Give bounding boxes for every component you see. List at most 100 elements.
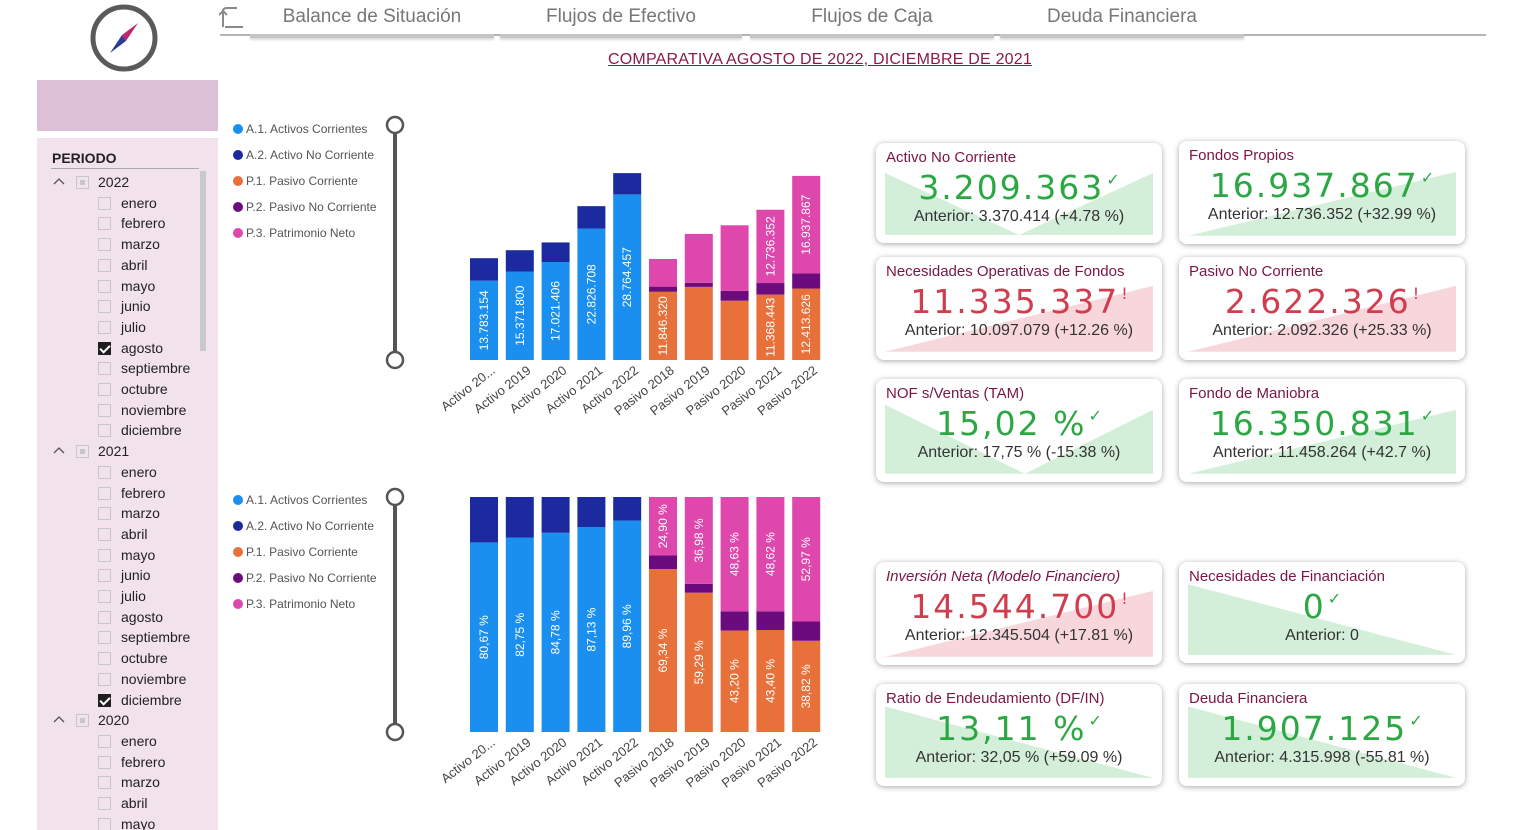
- kpi-card[interactable]: Necesidades de Financiación 0 ✓ Anterior: 0: [1179, 562, 1465, 663]
- slicer-month-item[interactable]: noviembre: [37, 402, 197, 420]
- kpi-card[interactable]: NOF s/Ventas (TAM) 15,02 % ✓ Anterior: 17,7…: [876, 379, 1162, 482]
- bar-segment[interactable]: [505, 271, 534, 360]
- bar-segment[interactable]: [470, 542, 498, 732]
- month-checkbox[interactable]: [98, 672, 111, 686]
- bar-segment[interactable]: [720, 611, 749, 631]
- slicer-month-item[interactable]: enero: [37, 464, 197, 482]
- bar-segment[interactable]: [613, 194, 642, 360]
- chevron-up-icon[interactable]: [52, 712, 66, 726]
- slicer-month-item[interactable]: abril: [37, 795, 197, 813]
- bar-segment[interactable]: [684, 233, 713, 283]
- bar-segment[interactable]: [470, 497, 498, 543]
- bar-segment[interactable]: [684, 592, 713, 732]
- slicer-year-2021[interactable]: 2021: [37, 443, 218, 461]
- bar-segment[interactable]: [792, 497, 821, 622]
- bar-segment[interactable]: [541, 242, 570, 263]
- month-checkbox[interactable]: [98, 320, 111, 334]
- slicer-month-item[interactable]: enero: [37, 733, 197, 751]
- slicer-year-2020[interactable]: 2020: [37, 712, 218, 730]
- month-checkbox[interactable]: [98, 527, 111, 541]
- kpi-card[interactable]: Pasivo No Corriente 2.622.326! Anterior: 2…: [1179, 257, 1465, 360]
- slicer-month-item[interactable]: mayo: [37, 816, 197, 830]
- bar-segment[interactable]: [649, 555, 677, 570]
- month-checkbox[interactable]: [98, 300, 111, 314]
- slicer-month-item[interactable]: febrero: [37, 485, 197, 503]
- bar-segment[interactable]: [505, 537, 534, 732]
- bar-segment[interactable]: [470, 258, 498, 281]
- bar-segment[interactable]: [649, 291, 677, 360]
- month-checkbox[interactable]: [98, 507, 111, 521]
- month-checkbox[interactable]: [98, 238, 111, 252]
- compass-icon[interactable]: [89, 3, 159, 73]
- bar-segment[interactable]: [792, 621, 821, 641]
- bar-segment[interactable]: [756, 209, 785, 284]
- month-checkbox[interactable]: [98, 217, 111, 231]
- month-checkbox[interactable]: [98, 258, 111, 272]
- bar-segment[interactable]: [649, 497, 677, 556]
- bar-segment[interactable]: [720, 300, 749, 360]
- filter-box[interactable]: [37, 80, 218, 131]
- slicer-month-item[interactable]: julio: [37, 319, 197, 337]
- year-checkbox[interactable]: [76, 176, 89, 189]
- chevron-up-icon[interactable]: [52, 174, 66, 188]
- bar-segment[interactable]: [577, 228, 606, 360]
- bar-segment[interactable]: [720, 225, 749, 291]
- slicer-month-item[interactable]: febrero: [37, 215, 197, 233]
- bar-segment[interactable]: [577, 206, 606, 229]
- tab-flujos-efectivo[interactable]: Flujos de Efectivo: [500, 6, 742, 38]
- month-checkbox[interactable]: [98, 341, 111, 355]
- month-checkbox[interactable]: [98, 362, 111, 376]
- year-checkbox[interactable]: [76, 714, 89, 728]
- slicer-month-item[interactable]: mayo: [37, 547, 197, 565]
- slicer-month-item[interactable]: enero: [37, 195, 197, 213]
- month-checkbox[interactable]: [98, 424, 111, 438]
- bar-segment[interactable]: [756, 294, 785, 360]
- month-checkbox[interactable]: [98, 465, 111, 479]
- bar-segment[interactable]: [505, 497, 534, 538]
- bar-segment[interactable]: [756, 630, 785, 732]
- month-checkbox[interactable]: [98, 403, 111, 417]
- month-checkbox[interactable]: [98, 569, 111, 583]
- bar-segment[interactable]: [649, 258, 677, 287]
- kpi-card[interactable]: Ratio de Endeudamiento (DF/IN) 13,11 % ✓ An…: [876, 684, 1162, 786]
- bar-segment[interactable]: [470, 280, 498, 360]
- month-checkbox[interactable]: [98, 590, 111, 603]
- slicer-month-item[interactable]: diciembre: [37, 422, 197, 440]
- month-checkbox[interactable]: [98, 817, 111, 830]
- bar-segment[interactable]: [720, 290, 749, 301]
- month-checkbox[interactable]: [98, 631, 111, 645]
- bar-segment[interactable]: [505, 250, 534, 272]
- year-checkbox[interactable]: [76, 445, 89, 459]
- slicer-month-item[interactable]: junio: [37, 567, 197, 585]
- bar-segment[interactable]: [792, 288, 821, 360]
- bar-segment[interactable]: [792, 175, 821, 274]
- slicer-month-item[interactable]: agosto: [37, 340, 197, 358]
- slicer-month-item[interactable]: febrero: [37, 754, 197, 772]
- slicer-month-item[interactable]: noviembre: [37, 671, 197, 689]
- month-checkbox[interactable]: [98, 279, 111, 293]
- month-checkbox[interactable]: [98, 383, 111, 396]
- bar-segment[interactable]: [684, 497, 713, 584]
- month-checkbox[interactable]: [98, 797, 111, 810]
- bar-segment[interactable]: [684, 583, 713, 593]
- slicer-month-item[interactable]: septiembre: [37, 629, 197, 647]
- slicer-month-item[interactable]: agosto: [37, 609, 197, 627]
- bar-segment[interactable]: [756, 497, 785, 612]
- month-checkbox[interactable]: [98, 776, 111, 790]
- slicer-month-item[interactable]: octubre: [37, 381, 197, 399]
- chevron-up-icon[interactable]: [52, 443, 66, 457]
- slicer-month-item[interactable]: octubre: [37, 650, 197, 668]
- slicer-month-item[interactable]: marzo: [37, 774, 197, 792]
- bar-segment[interactable]: [720, 630, 749, 732]
- month-checkbox[interactable]: [98, 548, 111, 562]
- slicer-month-item[interactable]: abril: [37, 526, 197, 544]
- kpi-card[interactable]: Necesidades Operativas de Fondos 11.335.3…: [876, 257, 1162, 360]
- bar-segment[interactable]: [613, 497, 642, 521]
- bar-segment[interactable]: [613, 520, 642, 732]
- kpi-card[interactable]: Inversión Neta (Modelo Financiero) 14.544…: [876, 562, 1162, 665]
- bar-segment[interactable]: [613, 173, 642, 195]
- bar-segment[interactable]: [720, 497, 749, 612]
- slicer-month-item[interactable]: julio: [37, 588, 197, 606]
- month-checkbox[interactable]: [98, 734, 111, 748]
- bar-segment[interactable]: [756, 611, 785, 631]
